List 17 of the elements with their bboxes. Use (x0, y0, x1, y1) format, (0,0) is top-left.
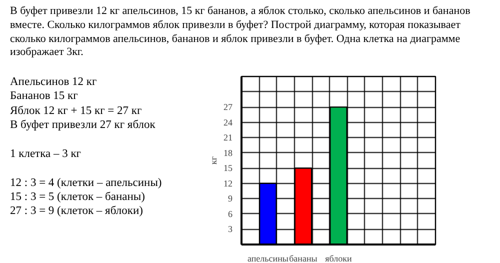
text: 12 : 3 = 4 (клетки – апельсины) 15 : 3 = 5 (клеток – бананы) 27 : 3 = 9 (клеток – яблоки) (10, 176, 162, 218)
x-tick-label: яблоки (325, 254, 352, 263)
y-tick-label: 15 (224, 163, 233, 174)
x-tick-label: апельсины (247, 254, 288, 263)
y-tick-label: 18 (224, 148, 233, 158)
y-tick-label: 27 (224, 102, 233, 112)
y-tick-label: 21 (224, 132, 232, 143)
text: 1 клетка – 3 кг (10, 148, 82, 160)
text: Апельсинов 12 кг Бананов 15 кг Яблок 12 кг + 15 кг = 27 кг В буфет привезли 27 кг яблок (10, 76, 156, 132)
y-tick-label: 24 (224, 117, 233, 128)
y-tick-label: 12 (224, 178, 232, 188)
y-tick-label: 3 (228, 224, 233, 234)
y-axis-title: кг (208, 156, 218, 165)
y-tick-label: 9 (228, 194, 233, 204)
x-tick-label: бананы (289, 254, 318, 263)
text: В буфет привезли 12 кг апельсинов, 15 кг бананов, а яблок столько, сколько апельсинов и бананов вместе. Сколько килограммов яблок привезли в буфет? Построй диаграмму, которая показывает сколько килограммов апельсинов, бананов и яблок привезли в буфет. Одна клетка на диаграмме изображает 3кг. (10, 5, 472, 60)
y-tick-label: 6 (228, 208, 233, 219)
